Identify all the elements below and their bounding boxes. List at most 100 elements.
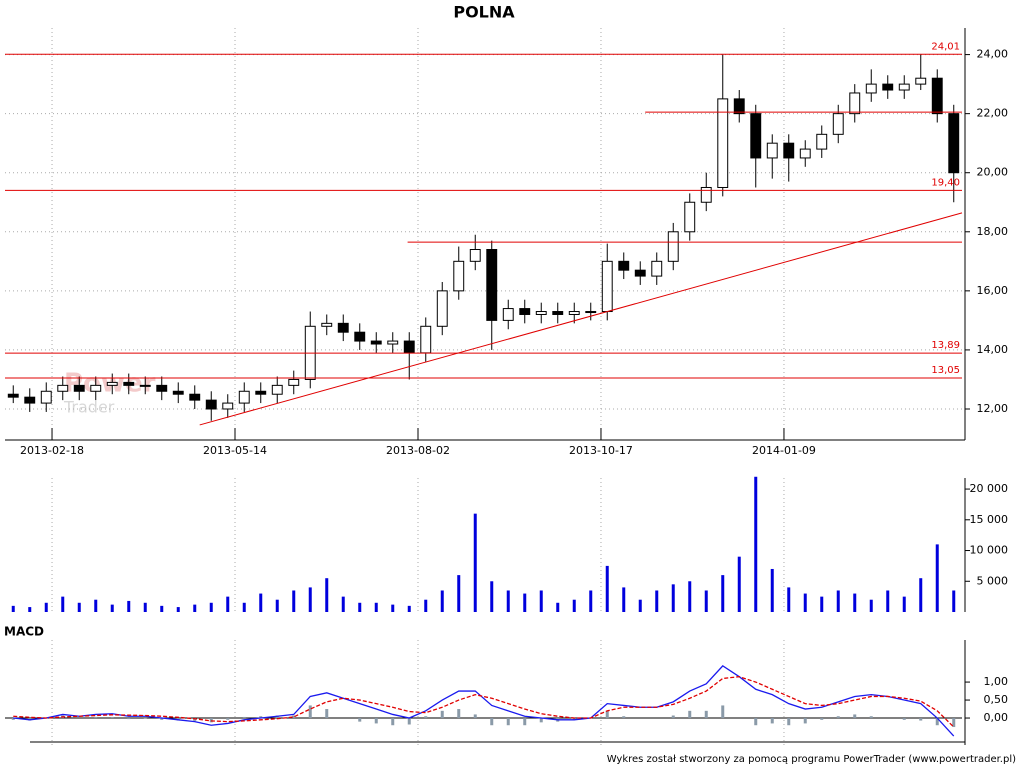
- histogram-bar: [605, 710, 609, 719]
- bar: [11, 605, 15, 612]
- histogram-bar: [358, 718, 362, 722]
- bar: [127, 600, 131, 612]
- y-tick-label: 20,00: [977, 166, 1009, 179]
- histogram-bar: [308, 705, 312, 719]
- histogram-bar: [770, 718, 774, 724]
- macd-line: [13, 676, 955, 728]
- bar: [490, 581, 494, 612]
- y-tick-label: 20 000: [970, 482, 1009, 495]
- candle-body: [73, 384, 85, 392]
- bar: [853, 593, 857, 612]
- bar: [473, 513, 477, 612]
- candle-body: [222, 402, 234, 410]
- trend-line: [199, 212, 963, 426]
- candle-body: [172, 390, 184, 395]
- bar: [820, 596, 824, 612]
- histogram-bar: [160, 718, 164, 720]
- candle-body: [337, 322, 349, 333]
- bar: [61, 596, 65, 612]
- candle-body: [238, 390, 250, 404]
- histogram-bar: [209, 718, 213, 723]
- bar: [358, 602, 362, 612]
- histogram-bar: [754, 718, 758, 726]
- bar: [572, 599, 576, 612]
- bar: [44, 602, 48, 612]
- histogram-bar: [572, 718, 576, 720]
- candle-body: [453, 260, 465, 292]
- y-tick-label: 18,00: [977, 225, 1009, 238]
- candle-body: [618, 260, 630, 271]
- histogram-bar: [490, 718, 494, 726]
- histogram-bar: [457, 709, 461, 719]
- histogram-bar: [226, 718, 230, 720]
- candle-body: [288, 378, 300, 386]
- histogram-bar: [787, 718, 791, 726]
- candle-body: [387, 340, 399, 345]
- histogram-bar: [292, 715, 296, 719]
- bar: [539, 590, 543, 612]
- candle-body: [24, 396, 36, 404]
- bar: [374, 602, 378, 612]
- histogram-bar: [242, 716, 246, 719]
- histogram-bar: [523, 718, 527, 726]
- candle-body: [271, 384, 283, 395]
- x-tick-label: 2013-05-14: [203, 444, 267, 457]
- bar: [952, 590, 956, 612]
- bar: [28, 607, 32, 612]
- bar: [638, 599, 642, 612]
- bar: [391, 604, 395, 612]
- candle-body: [585, 311, 597, 314]
- histogram-bar: [820, 718, 824, 720]
- candle-body: [519, 308, 531, 315]
- histogram-bar: [902, 718, 906, 720]
- bar: [523, 593, 527, 612]
- candle-body: [882, 83, 894, 91]
- level-label: 13,05: [931, 365, 960, 376]
- histogram-bar: [110, 716, 114, 719]
- candle-body: [865, 83, 877, 94]
- bar: [160, 605, 164, 612]
- x-tick-label: 2013-10-17: [569, 444, 633, 457]
- candle-body: [436, 290, 448, 327]
- histogram-bar: [374, 718, 378, 724]
- bar: [655, 590, 659, 612]
- candle-body: [700, 186, 712, 203]
- y-tick-label: 5 000: [977, 574, 1009, 587]
- histogram-bar: [853, 714, 857, 719]
- candle-body: [40, 390, 52, 404]
- candle-body: [931, 77, 943, 115]
- panel-title: MACD: [4, 625, 44, 639]
- y-tick-label: 24,00: [977, 48, 1009, 61]
- candle-body: [370, 340, 382, 345]
- bar: [787, 587, 791, 612]
- bar: [704, 590, 708, 612]
- y-tick-label: 14,00: [977, 343, 1009, 356]
- histogram-bar: [473, 714, 477, 719]
- y-tick-label: 16,00: [977, 284, 1009, 297]
- chart-title: POLNA: [453, 3, 515, 22]
- bar: [110, 604, 114, 612]
- histogram-bar: [952, 718, 956, 728]
- bar: [935, 544, 939, 612]
- bar: [556, 602, 560, 612]
- level-label: 19,40: [931, 177, 960, 188]
- candle-body: [948, 113, 960, 174]
- bar: [886, 590, 890, 612]
- candle-body: [832, 113, 844, 135]
- y-tick-label: 0,00: [984, 711, 1009, 724]
- candle-body: [57, 384, 69, 392]
- histogram-bar: [836, 716, 840, 719]
- bar: [440, 590, 444, 612]
- bar: [688, 581, 692, 612]
- level-label: 24,01: [931, 41, 960, 52]
- bar: [209, 602, 213, 612]
- x-tick-label: 2013-08-02: [386, 444, 450, 457]
- macd-line: [13, 665, 955, 737]
- bar: [176, 607, 180, 612]
- bar: [622, 587, 626, 612]
- candle-body: [601, 260, 613, 313]
- candle-body: [783, 142, 795, 159]
- candle-body: [156, 384, 168, 392]
- candle-body: [403, 340, 415, 354]
- candle-body: [733, 98, 745, 115]
